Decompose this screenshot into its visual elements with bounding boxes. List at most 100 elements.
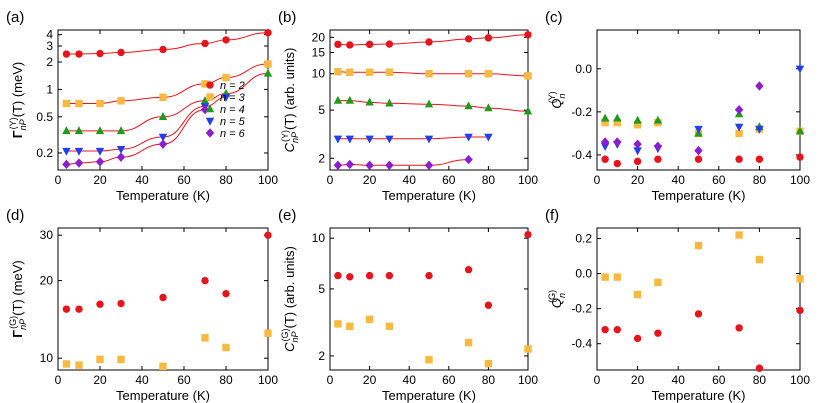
data-point	[424, 135, 434, 144]
data-point	[200, 96, 210, 104]
data-point	[159, 45, 167, 54]
data-point	[334, 271, 342, 280]
data-point	[334, 67, 342, 76]
x-tick-label: 0	[327, 373, 334, 387]
data-point	[62, 147, 71, 156]
x-tick-label: 0	[55, 173, 62, 187]
data-point	[653, 115, 663, 124]
x-tick-label: 60	[442, 173, 456, 187]
y-tick-label: 10	[312, 231, 326, 245]
x-tick-label: 40	[403, 173, 417, 187]
y-tick-label: -0.4	[571, 337, 592, 351]
data-point	[694, 241, 703, 250]
x-tick-label: 0	[594, 173, 601, 187]
data-point	[613, 137, 622, 147]
data-point	[264, 231, 272, 239]
y-axis-label: ΓnP(Y)(T) (meV)	[8, 62, 28, 138]
legend-entry: n = 3	[220, 92, 246, 104]
data-point	[96, 355, 104, 364]
panel-label: (a)	[6, 9, 24, 26]
data-point	[222, 343, 230, 352]
data-point	[75, 50, 83, 58]
y-tick-label: 3	[46, 39, 53, 53]
y-tick-label: 10	[312, 67, 326, 81]
data-point	[346, 41, 354, 49]
data-point	[755, 81, 764, 91]
y-axis-label: Qn(G)	[547, 290, 567, 308]
x-tick-label: 20	[93, 173, 107, 187]
legend: n = 2n = 3n = 4n = 5n = 6	[205, 80, 246, 140]
data-point	[264, 29, 272, 37]
data-point	[796, 306, 804, 315]
legend-marker	[205, 128, 215, 138]
data-point	[755, 255, 764, 264]
data-point	[601, 325, 609, 334]
data-point	[96, 99, 104, 108]
x-tick-label: 100	[258, 173, 278, 187]
x-tick-label: 100	[790, 373, 810, 387]
x-tick-label: 100	[790, 173, 810, 187]
panel-label: (b)	[278, 9, 296, 26]
data-point	[464, 338, 473, 347]
y-tick-label: -0.2	[571, 105, 592, 119]
plot-frame	[329, 227, 529, 371]
plot-frame	[596, 227, 801, 371]
legend-marker	[206, 81, 214, 89]
data-point	[62, 50, 71, 58]
x-tick-label: 40	[672, 173, 686, 187]
y-axis-label: Qn(Y)	[547, 91, 567, 108]
data-point	[734, 123, 744, 132]
data-point	[365, 315, 374, 324]
data-point	[613, 118, 621, 127]
panel-label: (c)	[545, 9, 563, 26]
data-point	[464, 70, 473, 78]
data-point	[116, 152, 126, 162]
x-tick-label: 0	[55, 373, 62, 387]
data-point	[654, 329, 662, 337]
data-point	[633, 121, 642, 129]
data-point	[600, 137, 610, 147]
data-point	[116, 126, 126, 135]
x-tick-label: 80	[482, 373, 496, 387]
fit-curve	[337, 136, 489, 140]
data-point	[221, 94, 231, 102]
data-point	[484, 103, 493, 112]
data-point	[74, 126, 84, 135]
data-point	[613, 113, 622, 122]
data-point	[633, 290, 642, 299]
data-point	[201, 80, 209, 88]
data-point	[365, 271, 374, 280]
data-point	[694, 155, 703, 163]
legend-marker	[205, 117, 215, 126]
fit-curve	[66, 109, 206, 165]
data-point	[795, 126, 805, 135]
y-tick-label: 5	[318, 282, 325, 296]
x-tick-label: 20	[631, 173, 645, 187]
data-point	[601, 118, 609, 127]
data-point	[613, 273, 621, 281]
x-tick-label: 60	[442, 373, 456, 387]
legend-marker	[206, 93, 214, 101]
x-tick-label: 60	[177, 373, 191, 387]
x-axis-label: Temperature (K)	[116, 388, 210, 403]
data-point	[75, 99, 83, 108]
data-point	[346, 68, 354, 76]
y-tick-label: 20	[312, 30, 326, 44]
data-point	[613, 325, 621, 334]
data-point	[484, 301, 493, 309]
data-point	[484, 34, 493, 42]
data-point	[601, 273, 609, 281]
y-tick-label: 0.2	[575, 232, 592, 246]
legend-entry: n = 2	[220, 80, 245, 92]
y-tick-label: -0.4	[571, 148, 592, 162]
chart-panel-c: (c) 0 20 40 60 80 100 -0.4 -0.2 0.0 Temperature (K…	[545, 9, 810, 203]
data-point	[95, 157, 105, 167]
data-point	[159, 93, 167, 101]
data-point	[201, 276, 209, 285]
x-tick-label: 40	[672, 373, 686, 387]
data-point	[365, 68, 374, 76]
x-tick-label: 0	[594, 373, 601, 387]
data-point	[345, 135, 354, 144]
